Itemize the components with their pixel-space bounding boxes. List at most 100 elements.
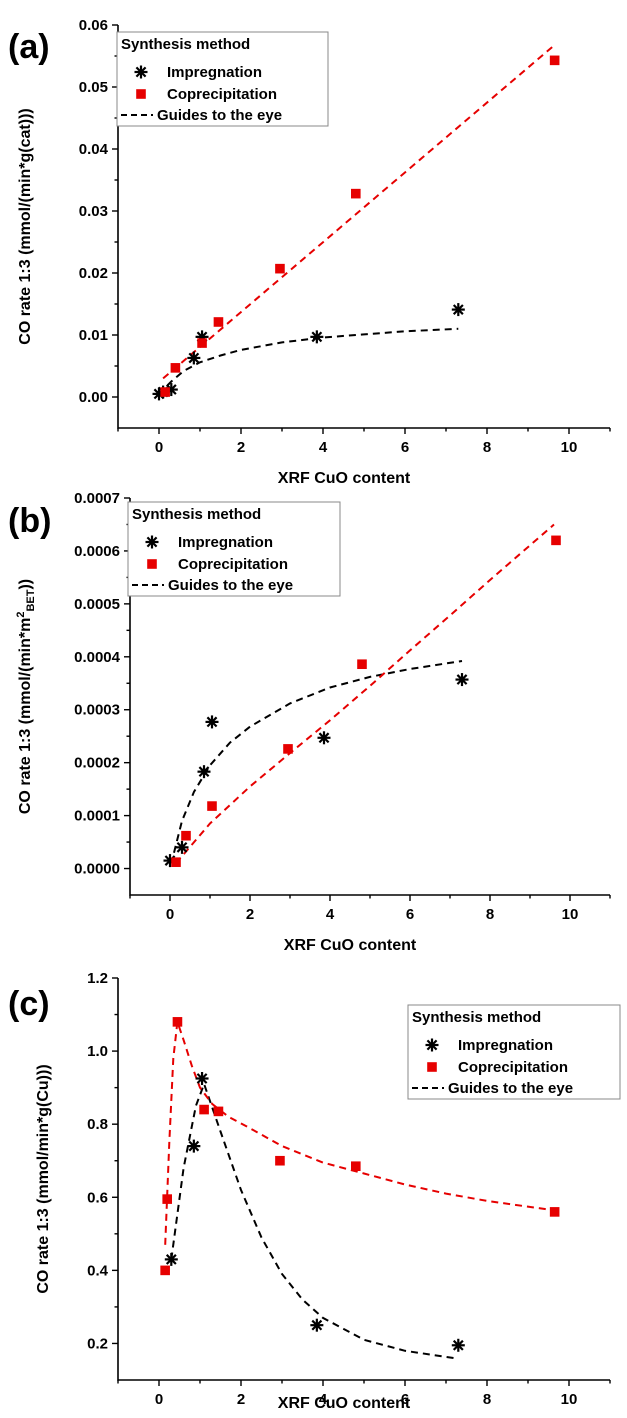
x-axis-title: XRF CuO content (278, 1395, 411, 1412)
x-tick-label: 6 (401, 1391, 409, 1408)
impregnation-point (451, 303, 465, 317)
y-axis-title-sub: BET (25, 589, 37, 611)
coprecipitation-point (160, 1265, 170, 1276)
legend-impregnation-label: Impregnation (178, 534, 273, 551)
impregnation-point (205, 715, 219, 729)
legend-coprecipitation-marker (136, 89, 146, 99)
guide-line (175, 523, 555, 864)
x-tick-label: 2 (246, 906, 254, 923)
x-tick-label: 10 (562, 906, 579, 923)
coprecipitation-point (207, 801, 217, 811)
coprecipitation-point (162, 1194, 172, 1204)
x-tick-label: 2 (237, 439, 245, 456)
x-tick-label: 2 (237, 1391, 245, 1408)
panel-label: (b) (8, 502, 51, 540)
x-tick-label: 8 (483, 439, 491, 456)
chart-panel-1: (a) 0 2 4 6 8 10 0.00 0.01 0.02 0.03 0.04 0.05 0.06 XR… (8, 17, 611, 487)
x-tick-label: 4 (319, 439, 328, 456)
legend-guide-label: Guides to the eye (157, 107, 282, 124)
coprecipitation-point (551, 535, 561, 546)
panel-label: (a) (8, 28, 50, 66)
y-tick-label: 0.01 (79, 327, 108, 344)
y-tick-label: 0.6 (87, 1189, 108, 1206)
x-tick-label: 10 (561, 1391, 578, 1408)
guide-line (170, 1081, 455, 1360)
legend-box (127, 501, 341, 597)
coprecipitation-point (357, 659, 367, 670)
impregnation-point (455, 673, 469, 687)
x-tick-label: 8 (486, 906, 494, 923)
y-tick-label: 1.0 (87, 1043, 108, 1060)
y-tick-label: 0.0003 (74, 702, 120, 719)
coprecipitation-point (181, 830, 191, 841)
coprecipitation-point (213, 1106, 224, 1117)
y-tick-label: 0.2 (87, 1335, 108, 1352)
legend: Synthesis method Impregnation Coprecipitat… (127, 501, 341, 597)
y-axis-title-end: )) (17, 579, 34, 590)
legend-guide-label: Guides to the eye (168, 577, 293, 594)
y-tick-label: 0.0005 (74, 596, 120, 613)
legend-coprecipitation-label: Coprecipitation (178, 556, 288, 573)
legend-title: Synthesis method (132, 506, 261, 523)
impregnation-point (195, 1072, 209, 1085)
coprecipitation-point (170, 363, 181, 373)
y-tick-label: 0.00 (79, 389, 108, 406)
y-tick-label: 0.02 (79, 265, 108, 282)
legend-coprecipitation-marker (147, 559, 157, 569)
y-tick-label: 0.0007 (74, 490, 120, 507)
impregnation-point (317, 731, 331, 745)
coprecipitation-point (171, 857, 181, 867)
legend-impregnation-label: Impregnation (167, 64, 262, 81)
x-tick-label: 6 (401, 439, 409, 456)
legend-impregnation-marker (425, 1038, 439, 1052)
y-tick-label: 0.0000 (74, 861, 120, 878)
y-tick-label: 0.0002 (74, 755, 120, 772)
x-axis-title: XRF CuO content (278, 470, 411, 487)
impregnation-point (310, 1318, 324, 1332)
impregnation-point (187, 351, 201, 365)
x-axis-title: XRF CuO content (284, 937, 417, 954)
y-tick-label: 0.0001 (74, 808, 120, 825)
x-tick-label: 0 (166, 906, 174, 923)
coprecipitation-point (160, 387, 170, 397)
legend-box (407, 1004, 621, 1100)
legend-box (116, 31, 329, 127)
guide-line (158, 327, 459, 395)
legend: Synthesis method Impregnation Coprecipitat… (116, 31, 329, 127)
y-tick-label: 0.0004 (74, 649, 121, 666)
x-tick-label: 0 (155, 439, 163, 456)
x-tick-label: 10 (561, 439, 578, 456)
legend-title: Synthesis method (412, 1009, 541, 1026)
y-axis-title: CO rate 1:3 (mmol/(min*g(cat))) (17, 108, 34, 344)
legend: Synthesis method Impregnation Coprecipitat… (407, 1004, 621, 1100)
y-tick-label: 0.06 (79, 17, 108, 34)
coprecipitation-point (197, 338, 207, 348)
coprecipitation-point (351, 188, 361, 199)
chart-panel-2: (b) 0 2 4 6 8 10 0.0000 0.0001 0.0002 0.0003 0.0004… (8, 490, 611, 954)
coprecipitation-point (549, 55, 560, 66)
panel-label: (c) (8, 985, 50, 1023)
coprecipitation-point (275, 263, 285, 274)
x-tick-label: 8 (483, 1391, 491, 1408)
coprecipitation-point (351, 1161, 361, 1172)
legend-title: Synthesis method (121, 36, 250, 53)
guide-line (162, 45, 554, 380)
y-tick-label: 1.2 (87, 970, 108, 987)
coprecipitation-point (283, 744, 293, 754)
y-tick-label: 0.05 (79, 79, 108, 96)
x-tick-label: 4 (326, 906, 335, 923)
legend-coprecipitation-label: Coprecipitation (167, 86, 277, 103)
impregnation-point (164, 383, 178, 397)
y-tick-label: 0.04 (79, 141, 109, 158)
impregnation-point (197, 765, 211, 779)
y-tick-label: 0.0006 (74, 543, 120, 560)
y-axis-title-main: CO rate 1:3 (mmol/(min*m (17, 618, 34, 814)
coprecipitation-point (275, 1155, 285, 1166)
y-tick-label: 0.8 (87, 1116, 108, 1133)
coprecipitation-point (213, 317, 224, 327)
chart-panel-3: (c) 0 2 4 6 8 10 0.2 0.4 0.6 0.8 1.0 1.2 XRF CuO cont… (8, 970, 621, 1412)
y-tick-label: 0.4 (87, 1262, 109, 1279)
impregnation-point (187, 1139, 201, 1153)
guide-line (173, 660, 463, 853)
